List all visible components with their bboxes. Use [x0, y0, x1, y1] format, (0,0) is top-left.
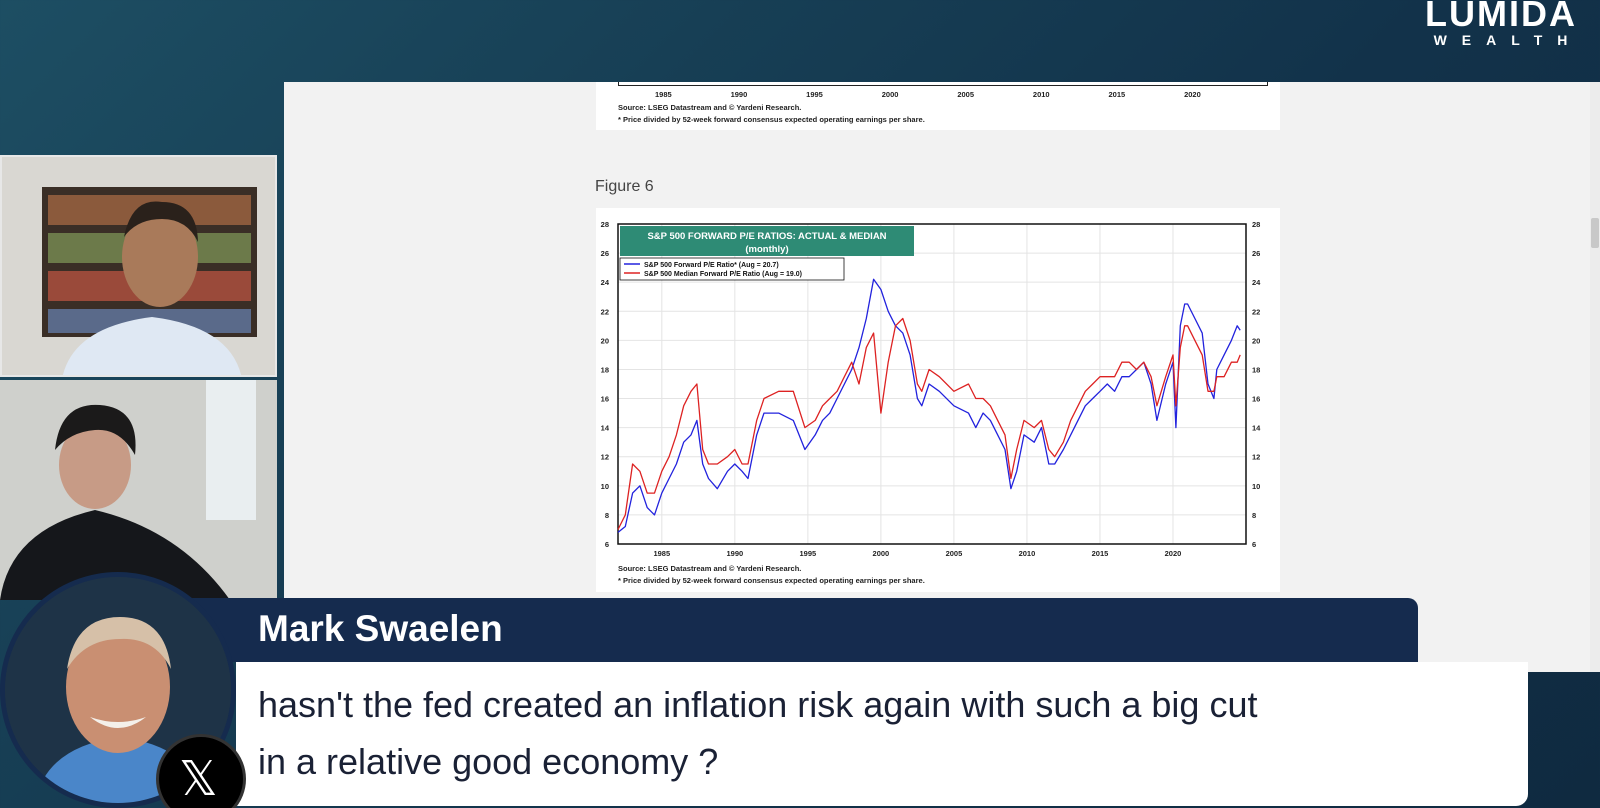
y-tick-label-right: 8 [1252, 511, 1256, 520]
commenter-avatar [0, 572, 236, 808]
logo-subtitle: WEALTH [1433, 31, 1583, 48]
prev-x-tick: 1990 [730, 90, 748, 99]
y-tick-label-left: 12 [601, 453, 609, 462]
prev-figure-x-ticks: 1985 1990 1995 2000 2005 2010 2015 2020 [618, 90, 1268, 102]
prev-x-tick: 2000 [881, 90, 899, 99]
y-tick-label-right: 22 [1252, 307, 1260, 316]
prev-x-tick: 2020 [1184, 90, 1201, 99]
y-tick-label-left: 22 [601, 307, 609, 316]
figure-footnote: * Price divided by 52-week forward conse… [618, 576, 925, 585]
legend-entry: S&P 500 Median Forward P/E Ratio (Aug = … [644, 271, 802, 278]
logo-wordmark: LUMIDA [1425, 0, 1577, 34]
host-video [2, 157, 275, 375]
y-tick-label-left: 20 [601, 336, 609, 345]
y-tick-label-right: 6 [1252, 540, 1256, 549]
prev-figure-footnote: * Price divided by 52-week forward conse… [618, 115, 925, 124]
y-tick-label-right: 26 [1252, 249, 1260, 258]
y-tick-label-right: 12 [1252, 453, 1260, 462]
y-tick-label-right: 16 [1252, 395, 1260, 404]
y-tick-label-left: 18 [601, 365, 609, 374]
y-tick-label-left: 16 [601, 395, 609, 404]
y-tick-label-left: 8 [605, 511, 609, 520]
x-tick-label: 2005 [946, 549, 963, 558]
y-tick-label-right: 18 [1252, 365, 1260, 374]
chart-title-box [620, 226, 914, 256]
prev-figure-axis [618, 82, 1268, 86]
scrollbar-thumb[interactable] [1591, 218, 1599, 248]
x-tick-label: 2010 [1019, 549, 1036, 558]
commenter-name: Mark Swaelen [258, 608, 503, 649]
y-tick-label-left: 24 [601, 278, 610, 287]
series-line-actual [617, 278, 1241, 533]
name-banner [150, 598, 1418, 662]
figure-source: Source: LSEG Datastream and © Yardeni Re… [618, 564, 802, 573]
document-viewer[interactable]: 1985 1990 1995 2000 2005 2010 2015 2020 Source:… [284, 82, 1600, 672]
y-tick-label-left: 6 [605, 540, 609, 549]
question-box [236, 662, 1528, 806]
series-line-median [617, 317, 1241, 530]
figure-6-chart: 6 6 8 8 10 10 12 12 14 14 16 16 18 18 20 20 22 22 24 24 26 26… [596, 208, 1280, 592]
x-tick-label: 2000 [873, 549, 890, 558]
legend-box [619, 257, 845, 281]
prev-figure-source: Source: LSEG Datastream and © Yardeni Re… [618, 103, 802, 112]
x-tick-label: 2020 [1165, 549, 1182, 558]
figure-label: Figure 6 [595, 178, 654, 195]
x-tick-label: 1990 [726, 549, 743, 558]
y-tick-label-right: 20 [1252, 336, 1260, 345]
legend-entry: S&P 500 Forward P/E Ratio* (Aug = 20.7) [644, 262, 779, 269]
y-tick-label-right: 28 [1252, 220, 1260, 229]
y-tick-label-right: 14 [1252, 424, 1261, 433]
prev-x-tick: 1995 [806, 90, 823, 99]
x-tick-label: 2015 [1092, 549, 1109, 558]
prev-x-tick: 2005 [957, 90, 975, 99]
prev-x-tick: 2010 [1032, 90, 1050, 99]
chart-subtitle: (monthly) [745, 244, 788, 255]
plot-frame [617, 223, 1247, 545]
chart-title: S&P 500 FORWARD P/E RATIOS: ACTUAL & MED… [647, 231, 886, 242]
guest-camera-tile [0, 380, 277, 600]
y-tick-label-right: 24 [1252, 278, 1261, 287]
x-logo-icon: 𝕏 [156, 734, 246, 808]
question-line-2: in a relative good economy ? [258, 741, 719, 782]
y-tick-label-left: 10 [601, 482, 609, 491]
question-line-1: hasn't the fed created an inflation risk… [258, 684, 1258, 725]
scrollbar[interactable] [1590, 82, 1600, 672]
host-camera-tile [0, 155, 277, 377]
prev-x-tick: 1985 [655, 90, 672, 99]
x-tick-label: 1995 [800, 549, 817, 558]
y-tick-label-right: 10 [1252, 482, 1260, 491]
y-tick-label-left: 28 [601, 220, 609, 229]
prev-x-tick: 2015 [1108, 90, 1126, 99]
y-tick-label-left: 14 [601, 424, 610, 433]
guest-video [0, 380, 277, 600]
x-tick-label: 1985 [653, 549, 670, 558]
lumida-logo: LUMIDA WEALTH [1416, 0, 1586, 48]
y-tick-label-left: 26 [601, 249, 609, 258]
previous-figure: 1985 1990 1995 2000 2005 2010 2015 2020 Source:… [596, 82, 1280, 130]
